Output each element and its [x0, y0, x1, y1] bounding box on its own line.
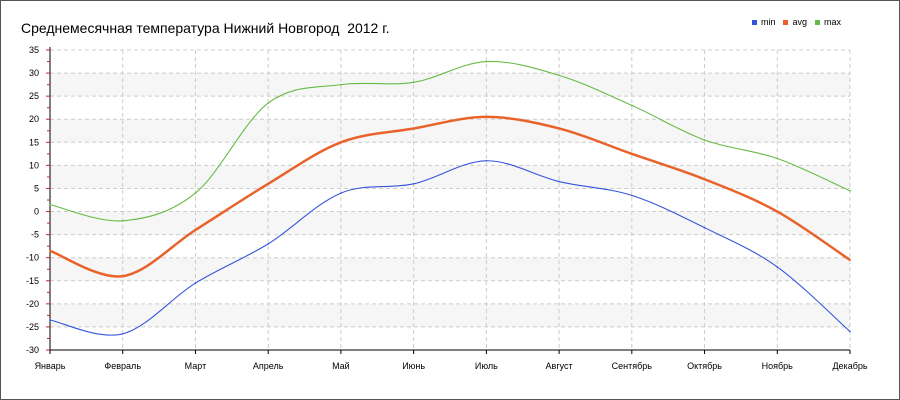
data-point-max	[631, 104, 633, 107]
data-point-min	[558, 180, 560, 183]
legend-item-avg: avg	[783, 17, 807, 27]
data-point-max	[412, 81, 415, 84]
series-line-avg	[49, 115, 851, 278]
y-tick-label: 10	[29, 160, 39, 170]
data-point-max	[849, 189, 851, 192]
data-point-min	[340, 192, 342, 194]
y-tick-label: 35	[29, 45, 39, 55]
x-tick-label: Апрель	[253, 361, 284, 371]
data-point-avg	[340, 141, 342, 144]
legend-label: min	[760, 17, 776, 27]
data-point-avg	[558, 127, 560, 130]
grid-band	[50, 257, 850, 281]
grid-band	[50, 303, 850, 327]
data-point-avg	[49, 249, 51, 252]
data-point-max	[121, 219, 124, 222]
data-point-avg	[631, 153, 633, 155]
data-point-avg	[194, 229, 197, 231]
legend-item-min: min	[751, 17, 776, 27]
series-line-max	[49, 60, 851, 222]
data-point-avg	[267, 183, 269, 185]
data-point-avg	[485, 116, 488, 118]
data-point-min	[631, 194, 633, 197]
data-point-max	[49, 203, 51, 206]
data-point-max	[267, 102, 269, 104]
x-tick-label: Май	[332, 361, 350, 371]
y-tick-label: -20	[26, 299, 39, 309]
y-tick-label: -15	[26, 276, 39, 286]
data-point-min	[121, 333, 124, 335]
x-tick-label: Март	[185, 361, 207, 371]
y-tick-label: -25	[26, 322, 39, 332]
data-point-avg	[849, 259, 851, 261]
y-tick-label: -5	[31, 230, 39, 240]
chart-title: Среднемесячная температура Нижний Новгор…	[21, 20, 390, 36]
data-point-min	[776, 266, 779, 268]
x-tick-label: Октябрь	[687, 361, 722, 371]
data-point-max	[340, 83, 342, 86]
grid-band	[50, 211, 850, 235]
x-tick-label: Февраль	[104, 361, 141, 371]
grid-band	[50, 165, 850, 189]
data-point-avg	[121, 275, 124, 277]
x-tick-label: Декабрь	[832, 361, 867, 371]
x-tick-label: Январь	[35, 361, 66, 371]
data-point-max	[194, 192, 197, 194]
x-tick-label: Июнь	[402, 361, 425, 371]
x-tick-label: Июль	[475, 361, 498, 371]
data-point-max	[703, 139, 706, 141]
data-point-avg	[412, 127, 415, 130]
legend-swatch	[814, 19, 820, 25]
series-line-min	[49, 160, 851, 336]
y-tick-label: 20	[29, 114, 39, 124]
data-point-max	[776, 157, 779, 160]
data-point-avg	[703, 178, 706, 181]
x-tick-label: Ноябрь	[762, 361, 794, 371]
data-point-max	[558, 74, 560, 77]
x-tick-label: Сентябрь	[612, 361, 653, 371]
data-point-avg	[776, 210, 779, 213]
data-point-min	[49, 319, 51, 321]
legend-swatch	[751, 19, 757, 25]
y-tick-label: 30	[29, 68, 39, 78]
legend-item-max: max	[814, 17, 841, 27]
data-point-min	[267, 243, 269, 245]
y-tick-label: -30	[26, 345, 39, 355]
legend: min avg max	[751, 17, 841, 27]
y-tick-label: -10	[26, 253, 39, 263]
grid-band	[50, 73, 850, 97]
data-point-max	[485, 60, 488, 63]
x-tick-label: Август	[546, 361, 573, 371]
y-tick-label: 0	[34, 207, 39, 217]
data-point-min	[194, 282, 197, 284]
legend-label: max	[823, 17, 841, 27]
data-point-min	[485, 159, 488, 162]
y-tick-label: 15	[29, 137, 39, 147]
legend-swatch	[783, 19, 789, 25]
grid-band	[50, 119, 850, 143]
data-point-min	[703, 226, 706, 229]
y-tick-label: 5	[34, 183, 39, 193]
y-tick-label: 25	[29, 91, 39, 101]
data-point-min	[412, 183, 415, 185]
legend-label: avg	[792, 17, 807, 27]
data-point-min	[849, 330, 851, 333]
